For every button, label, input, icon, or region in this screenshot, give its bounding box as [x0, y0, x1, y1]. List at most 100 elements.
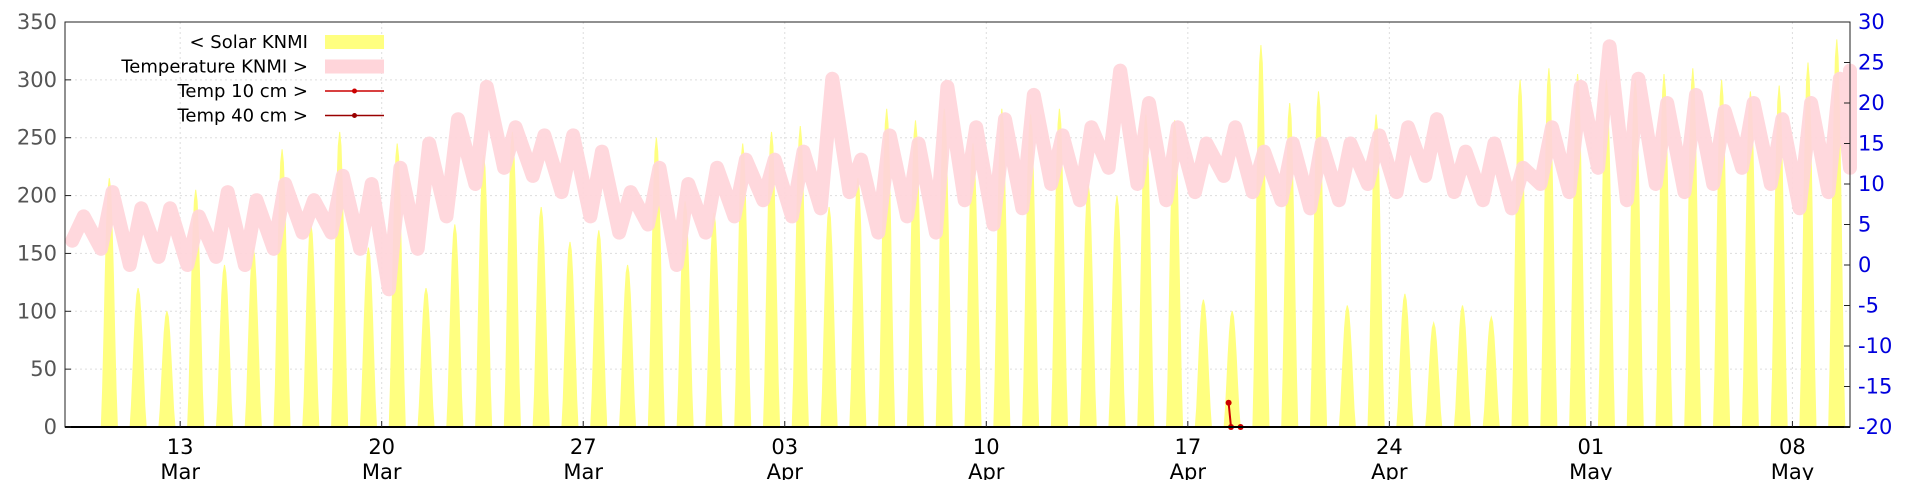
left-tick-label: 300 [17, 68, 57, 92]
x-tick-month: Mar [160, 460, 200, 480]
solar-day-2024-04-23 [1367, 114, 1385, 428]
solar-day-2024-03-25 [532, 207, 550, 428]
left-tick-label: 200 [17, 184, 57, 208]
x-tick-month: Mar [563, 460, 603, 480]
left-tick-label: 150 [17, 241, 57, 265]
right-tick-label: -10 [1858, 334, 1892, 358]
x-tick-month: Apr [968, 460, 1005, 480]
solar-day-2024-05-08 [1799, 62, 1817, 428]
solar-day-2024-03-23 [475, 155, 493, 428]
solar-day-2024-03-31 [705, 212, 723, 428]
solar-day-2024-03-22 [446, 224, 464, 428]
x-tick-day: 24 [1376, 435, 1403, 459]
x-tick-day: 10 [973, 435, 1000, 459]
solar-day-2024-04-02 [762, 131, 781, 428]
solar-day-2024-03-28 [618, 264, 637, 428]
solar-day-2024-03-14 [215, 264, 234, 428]
legend-label-temperature: Temperature KNMI > [120, 57, 308, 78]
solar-day-2024-03-18 [331, 131, 349, 428]
solar-day-2024-03-12 [158, 311, 176, 428]
solar-day-2024-04-07 [906, 120, 925, 428]
right-axis-ticks: -20 -15 -10 -5 0 5 10 15 20 25 30 [1844, 10, 1892, 439]
right-tick-label: -5 [1858, 294, 1879, 318]
x-tick-day: 20 [368, 435, 395, 459]
x-tick-month: May [1569, 460, 1612, 480]
solar-day-2024-04-19 [1252, 45, 1270, 428]
left-tick-label: 350 [17, 10, 57, 34]
solar-day-2024-04-17 [1194, 299, 1212, 428]
solar-day-2024-04-14 [1108, 195, 1126, 428]
solar-day-2024-03-27 [590, 230, 608, 428]
x-tick-day: 13 [167, 435, 194, 459]
solar-day-2024-05-05 [1712, 79, 1731, 428]
solar-day-2024-04-27 [1482, 315, 1500, 428]
solar-day-2024-03-15 [244, 247, 262, 428]
solar-day-2024-03-17 [302, 224, 320, 428]
x-tick-day: 08 [1779, 435, 1806, 459]
x-axis-ticks: 13Mar20Mar27Mar03Apr10Apr17Apr24Apr01May… [160, 421, 1814, 484]
solar-day-2024-04-12 [1050, 108, 1069, 428]
right-tick-label: 20 [1858, 91, 1885, 115]
x-tick-day: 03 [771, 435, 798, 459]
legend-label-solar: < Solar KNMI [189, 32, 308, 53]
solar-day-2024-04-24 [1396, 293, 1414, 428]
solar-day-2024-03-21 [417, 287, 435, 428]
solar-day-2024-04-25 [1425, 321, 1443, 428]
solar-day-2024-04-18 [1223, 311, 1241, 428]
left-tick-label: 50 [30, 357, 57, 381]
solar-day-2024-03-16 [273, 149, 291, 428]
temperature-series [65, 39, 1857, 297]
solar-day-2024-04-04 [820, 207, 838, 428]
solar-day-2024-03-13 [187, 189, 205, 428]
solar-day-2024-04-01 [734, 143, 752, 428]
right-tick-label: 30 [1858, 10, 1885, 34]
legend-swatch-solar [325, 35, 384, 49]
solar-day-2024-03-19 [359, 247, 378, 428]
temp10-point [1225, 399, 1232, 406]
x-tick-day: 01 [1578, 435, 1605, 459]
solar-day-2024-04-22 [1338, 305, 1356, 428]
solar-series [100, 39, 1846, 428]
solar-day-2024-03-10 [100, 178, 118, 428]
solar-day-2024-05-03 [1655, 74, 1673, 428]
temperature-line [65, 39, 1857, 297]
right-tick-label: 5 [1858, 213, 1871, 237]
right-tick-label: 10 [1858, 172, 1885, 196]
right-tick-label: 25 [1858, 51, 1885, 75]
x-tick-month: Apr [1170, 460, 1207, 480]
right-tick-label: -20 [1858, 415, 1892, 439]
x-tick-month: Apr [1371, 460, 1408, 480]
x-tick-day: 17 [1174, 435, 1201, 459]
x-tick-month: May [1771, 460, 1814, 480]
solar-day-2024-03-20 [388, 143, 406, 428]
legend-marker-temp10 [352, 88, 357, 94]
chart-legend: < Solar KNMI Temperature KNMI > Temp 10 cm… [120, 32, 384, 127]
x-tick-day: 27 [570, 435, 597, 459]
right-tick-label: 0 [1858, 253, 1871, 277]
solar-day-2024-03-24 [503, 131, 522, 428]
legend-label-temp40: Temp 40 cm > [176, 106, 308, 127]
solar-day-2024-04-13 [1079, 183, 1097, 428]
solar-day-2024-03-11 [129, 287, 147, 428]
solar-day-2024-05-07 [1770, 85, 1788, 428]
x-tick-month: Apr [767, 460, 804, 480]
solar-day-2024-04-26 [1453, 305, 1472, 428]
solar-day-2024-03-26 [561, 241, 579, 428]
left-axis-ticks: 0 50 100 150 200 250 300 350 [17, 10, 71, 439]
solar-day-2024-04-21 [1309, 91, 1328, 428]
legend-swatch-temperature [325, 59, 384, 74]
solar-day-2024-04-20 [1281, 102, 1299, 428]
solar-day-2024-05-09 [1828, 39, 1846, 428]
left-tick-label: 250 [17, 126, 57, 150]
right-tick-label: 15 [1858, 132, 1885, 156]
solar-day-2024-03-29 [647, 137, 665, 428]
left-tick-label: 0 [44, 415, 57, 439]
right-tick-label: -15 [1858, 375, 1892, 399]
solar-day-2024-05-04 [1684, 68, 1702, 428]
legend-label-temp10: Temp 10 cm > [176, 81, 308, 102]
x-tick-month: Mar [362, 460, 402, 480]
legend-marker-temp40 [352, 113, 357, 118]
left-tick-label: 100 [17, 299, 57, 323]
